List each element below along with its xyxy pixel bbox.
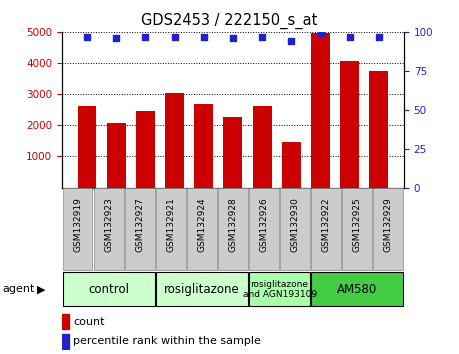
Text: GSM132927: GSM132927 (135, 198, 144, 252)
Bar (62, 334, 69, 348)
Text: GSM132921: GSM132921 (166, 198, 175, 252)
FancyBboxPatch shape (249, 272, 310, 307)
FancyBboxPatch shape (156, 188, 186, 270)
Bar (194, 104, 213, 188)
Bar (282, 142, 301, 188)
FancyBboxPatch shape (94, 188, 123, 270)
FancyBboxPatch shape (342, 188, 372, 270)
Text: GSM132924: GSM132924 (197, 198, 207, 252)
Bar (136, 111, 155, 188)
Text: rosiglitazone: rosiglitazone (164, 283, 240, 296)
FancyBboxPatch shape (125, 188, 155, 270)
Point (142, 34, 149, 39)
Text: GSM132928: GSM132928 (229, 198, 237, 252)
Text: GSM132926: GSM132926 (259, 198, 269, 252)
Text: rosiglitazone
and AGN193109: rosiglitazone and AGN193109 (242, 280, 317, 299)
Text: GSM132923: GSM132923 (104, 198, 113, 252)
Point (288, 38, 295, 44)
Bar (311, 33, 330, 188)
FancyBboxPatch shape (311, 272, 403, 307)
Point (200, 34, 207, 39)
Text: ▶: ▶ (37, 284, 45, 295)
Text: GSM132929: GSM132929 (384, 198, 393, 252)
FancyBboxPatch shape (62, 188, 92, 270)
Bar (78, 106, 96, 188)
FancyBboxPatch shape (218, 188, 248, 270)
FancyBboxPatch shape (311, 188, 341, 270)
Point (84, 34, 91, 39)
Point (230, 35, 237, 41)
Bar (165, 93, 184, 188)
FancyBboxPatch shape (62, 272, 155, 307)
Point (171, 34, 178, 39)
FancyBboxPatch shape (156, 272, 248, 307)
Text: GSM132922: GSM132922 (322, 198, 330, 252)
Text: GSM132925: GSM132925 (353, 198, 362, 252)
Bar (106, 123, 126, 188)
Point (346, 34, 353, 39)
Text: GSM132930: GSM132930 (291, 198, 300, 252)
Text: percentile rank within the sample: percentile rank within the sample (73, 336, 261, 346)
Text: count: count (73, 316, 104, 327)
Bar (224, 117, 242, 188)
FancyBboxPatch shape (249, 188, 279, 270)
Point (258, 34, 266, 39)
Point (317, 30, 324, 36)
Bar (62, 314, 69, 329)
Point (375, 34, 382, 39)
Text: GDS2453 / 222150_s_at: GDS2453 / 222150_s_at (141, 12, 318, 29)
FancyBboxPatch shape (187, 188, 217, 270)
Bar (252, 106, 272, 188)
Text: GSM132919: GSM132919 (73, 198, 82, 252)
Text: control: control (88, 283, 129, 296)
FancyBboxPatch shape (374, 188, 403, 270)
FancyBboxPatch shape (280, 188, 310, 270)
Text: AM580: AM580 (337, 283, 377, 296)
Text: agent: agent (2, 284, 35, 295)
Point (112, 35, 120, 41)
Bar (369, 71, 388, 188)
Bar (340, 61, 359, 188)
